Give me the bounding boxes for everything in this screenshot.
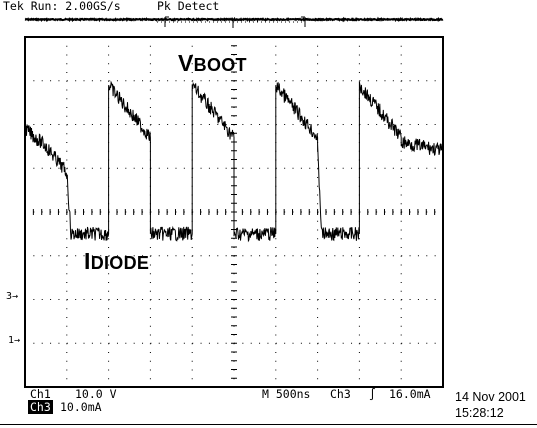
ch1-scale: 10.0 V [75, 387, 117, 401]
vboot-label: VBOOT [178, 50, 247, 76]
trigger-level: 16.0mA [389, 387, 431, 401]
idiode-label: IDIODE [84, 248, 150, 274]
acquisition-mode: Pk Detect [157, 0, 220, 13]
time-readout: 15:28:12 [455, 406, 504, 420]
acquisition-status: Tek Run: 2.00GS/s [3, 0, 121, 13]
trigger-slope-icon: ∫ [369, 387, 376, 401]
screen-border [24, 36, 444, 388]
timebase-readout: M 500ns [262, 387, 311, 401]
ch3-trace-idiode [24, 80, 444, 243]
ch1-label: Ch1 [30, 387, 51, 401]
date-readout: 14 Nov 2001 [455, 390, 526, 404]
ch3-scale: 10.0mA [60, 400, 102, 414]
ch3-label: Ch3 [28, 400, 53, 414]
bottom-divider [0, 424, 537, 425]
ch3-ground-marker: 3→ [6, 291, 19, 302]
ch1-ground-marker: 1→ [8, 335, 21, 346]
trigger-source: Ch3 [330, 387, 351, 401]
ch1-trace-vboot [24, 16, 444, 23]
